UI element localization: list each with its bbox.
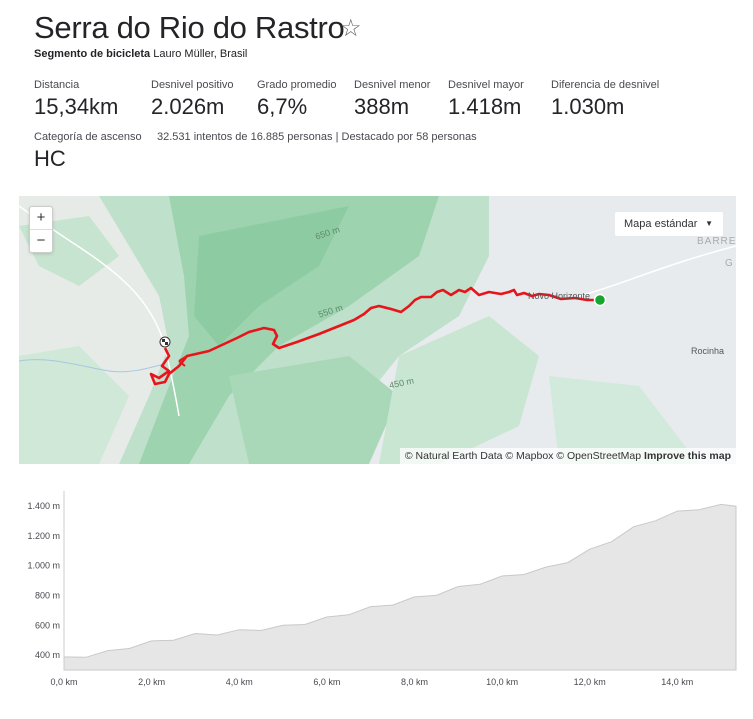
y-tick-label: 400 m	[35, 650, 60, 660]
map-label-barre: BARRE	[697, 236, 736, 247]
stat-value: HC	[34, 146, 66, 171]
y-tick-label: 1.200 m	[27, 531, 60, 541]
x-tick-label: 14,0 km	[661, 677, 693, 687]
finish-flag-check	[165, 342, 168, 345]
y-tick-label: 1.400 m	[27, 501, 60, 511]
attempts-text: 32.531 intentos de 16.885 personas | Des…	[157, 131, 477, 143]
stat-label: Distancia	[34, 79, 80, 91]
stat-value: 6,7%	[257, 94, 308, 119]
stat-label: Categoría de ascenso	[34, 131, 142, 143]
road-line	[578, 245, 736, 297]
elevation-chart: 400 m 600 m 800 m 1.000 m 1.200 m 1.400 m 0,0 …	[0, 486, 753, 714]
stat-distance: Distancia 15,34km	[34, 79, 118, 120]
stat-value: 1.418m	[448, 94, 522, 119]
x-tick-label: 8,0 km	[401, 677, 428, 687]
map-style-label: Mapa estándar	[624, 218, 698, 230]
x-tick-label: 4,0 km	[226, 677, 253, 687]
stat-highest-elevation: Desnivel mayor 1.418m	[448, 79, 524, 120]
zoom-controls: + −	[29, 206, 53, 253]
page-title: Serra do Rio do Rastro	[34, 10, 345, 45]
stat-avg-grade: Grado promedio 6,7%	[257, 79, 337, 120]
forest-area	[229, 356, 399, 464]
forest-area	[194, 206, 349, 346]
finish-flag-check	[162, 339, 165, 342]
stat-elevation-difference: Diferencia de desnivel 1.030m	[551, 79, 659, 120]
x-tick-label: 2,0 km	[138, 677, 165, 687]
stat-elevation-gain: Desnivel positivo 2.026m	[151, 79, 234, 120]
stat-lowest-elevation: Desnivel menor 388m	[354, 79, 430, 120]
stat-label: Desnivel mayor	[448, 79, 524, 91]
forest-area	[549, 376, 699, 464]
zoom-out-button[interactable]: −	[36, 232, 46, 249]
elevation-area	[63, 503, 737, 671]
caret-down-icon: ▼	[705, 219, 713, 228]
elevation-chart-svg: 400 m 600 m 800 m 1.000 m 1.200 m 1.400 m 0,0 …	[27, 491, 737, 687]
stat-value: 15,34km	[34, 94, 119, 119]
route-arrow	[178, 355, 188, 367]
x-tick-label: 10,0 km	[486, 677, 518, 687]
start-marker	[593, 293, 607, 307]
zoom-in-button[interactable]: +	[30, 207, 52, 230]
route-line	[149, 286, 599, 386]
stat-label: Desnivel menor	[354, 79, 431, 91]
map-label-g: G	[725, 258, 734, 269]
attribution-text: © Natural Earth Data © Mapbox © OpenStre…	[404, 450, 642, 462]
segment-subtitle: Segmento de bicicleta Lauro Müller, Bras…	[34, 48, 247, 60]
forest-area	[379, 316, 539, 464]
segment-type: Segmento de bicicleta	[34, 48, 151, 60]
stat-value: 388m	[354, 94, 410, 119]
star-icon[interactable]: ☆	[340, 15, 362, 42]
forest-area	[19, 346, 129, 464]
river-line	[19, 359, 165, 373]
map-style-selector[interactable]: Mapa estándar ▼	[615, 212, 723, 236]
segment-map[interactable]: + − Mapa estándar ▼ Novo Horizonte Rocin…	[19, 196, 736, 464]
map-label-rocinha: Rocinha	[691, 346, 725, 356]
stat-value: 2.026m	[151, 94, 225, 119]
x-tick-label: 0,0 km	[50, 677, 77, 687]
x-tick-label: 6,0 km	[313, 677, 340, 687]
map-attribution: © Natural Earth Data © Mapbox © OpenStre…	[399, 448, 736, 464]
stat-climb-category: Categoría de ascenso HC	[34, 131, 142, 172]
y-tick-label: 800 m	[35, 590, 60, 600]
segment-location: Lauro Müller, Brasil	[153, 48, 248, 60]
stat-label: Grado promedio	[257, 79, 337, 91]
y-tick-label: 1.000 m	[27, 561, 60, 571]
improve-map-link[interactable]: Improve this map	[644, 450, 731, 462]
map-label-novo-horizonte: Novo Horizonte	[528, 291, 591, 301]
map-terrain	[19, 196, 736, 464]
stat-label: Diferencia de desnivel	[551, 79, 660, 91]
stat-value: 1.030m	[551, 94, 625, 119]
x-tick-label: 12,0 km	[574, 677, 606, 687]
stat-label: Desnivel positivo	[151, 79, 234, 91]
y-tick-label: 600 m	[35, 620, 60, 630]
